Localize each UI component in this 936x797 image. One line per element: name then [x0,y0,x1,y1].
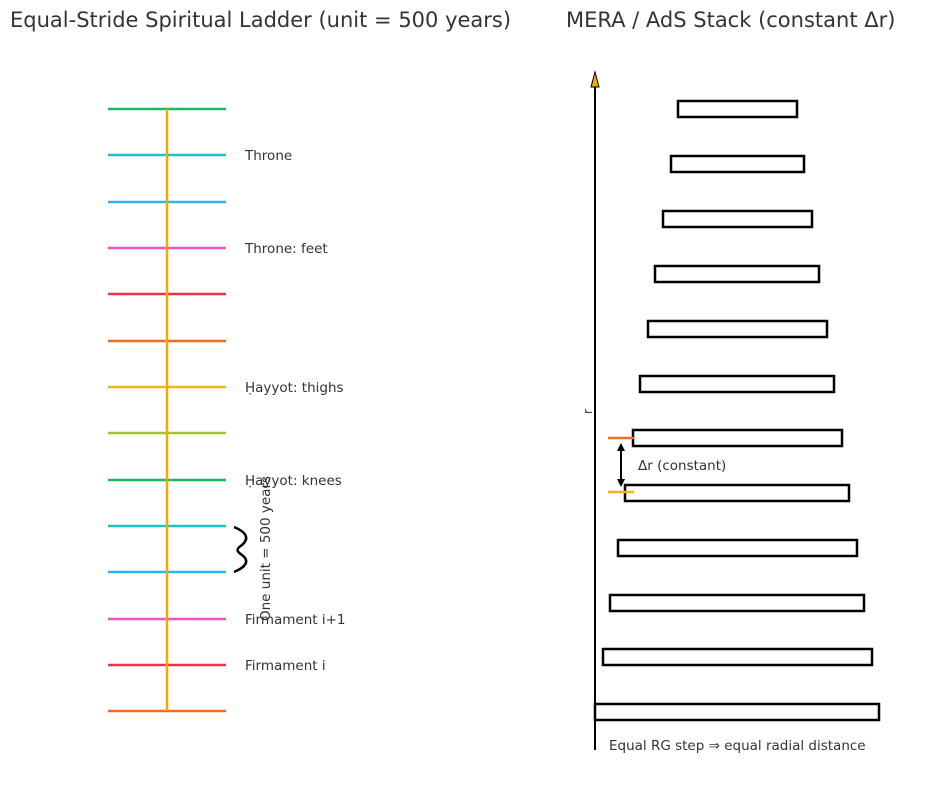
rung-label: Firmament i+1 [245,612,346,628]
rung-labels: Throne Throne: feet Ḥayyot: thighs Ḥayyot: … [244,148,346,674]
mera-layer [593,702,881,722]
mera-layer [646,319,829,339]
mera-layer [601,647,874,667]
mera-layer [608,593,866,613]
rung-label: Ḥayyot: knees [245,473,342,489]
mera-layer [676,99,799,119]
right-panel-title: MERA / AdS Stack (constant Δr) [566,8,895,32]
caption: Equal RG step ⇒ equal radial distance [609,738,866,754]
rung-label: Ḥayyot: thighs [245,380,344,396]
mera-layer [623,483,851,503]
delta-r-label: Δr (constant) [638,458,726,474]
axis-label-r: r [581,409,595,414]
axis-arrowhead-icon [590,70,600,88]
brace-label: One unit = 500 years [258,476,274,621]
rung-label: Firmament i [245,658,326,674]
mera-layer [653,264,821,284]
mera-layer [616,538,859,558]
rung-label: Throne [244,148,292,164]
mera-layers [593,99,881,722]
mera-layer [638,374,836,394]
brace-icon [233,525,248,574]
left-panel-title: Equal-Stride Spiritual Ladder (unit = 50… [10,8,511,32]
mera-layer [661,209,814,229]
mera-layer [669,154,806,174]
rung-label: Throne: feet [244,241,328,257]
mera-layer [631,428,844,448]
